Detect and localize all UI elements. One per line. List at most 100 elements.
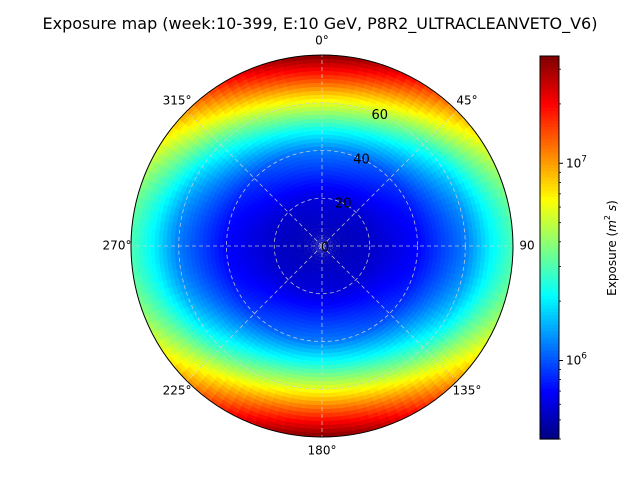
heatmap-cell (480, 288, 489, 300)
heatmap-cell (318, 261, 321, 267)
heatmap-cell (445, 238, 450, 247)
heatmap-cell (476, 228, 482, 239)
heatmap-cell (496, 226, 502, 238)
heatmap-cell (415, 224, 421, 232)
heatmap-cell (333, 319, 340, 326)
heatmap-cell (395, 408, 409, 418)
heatmap-cell (404, 254, 410, 261)
heatmap-cell (474, 185, 482, 197)
heatmap-cell (329, 78, 341, 84)
heatmap-cell (349, 250, 355, 253)
heatmap-cell (365, 240, 371, 244)
heatmap-cell (375, 74, 388, 83)
heatmap-cell (321, 313, 327, 319)
heatmap-cell (385, 409, 398, 418)
heatmap-cell (372, 401, 385, 410)
heatmap-cell (307, 368, 317, 374)
heatmap-cell (321, 66, 333, 72)
heatmap-cell (321, 337, 328, 343)
heatmap-cell (314, 373, 323, 378)
heatmap-cell (373, 236, 379, 241)
heatmap-cell (406, 407, 419, 418)
heatmap-cell (360, 389, 371, 397)
heatmap-cell (321, 126, 329, 131)
heatmap-cell (492, 312, 502, 325)
heatmap-cell (450, 280, 458, 290)
heatmap-cell (327, 360, 336, 366)
heatmap-cell (365, 408, 378, 416)
heatmap-cell (341, 229, 346, 234)
heatmap-cell (377, 239, 383, 244)
heatmap-cell (397, 412, 410, 422)
heatmap-cell (386, 412, 400, 422)
heatmap-cell (317, 261, 320, 267)
heatmap-cell (305, 388, 316, 394)
heatmap-cell (333, 241, 339, 244)
heatmap-cell (341, 264, 347, 270)
heatmap-cell (316, 265, 319, 271)
heatmap-cell (304, 348, 312, 354)
heatmap-cell (330, 416, 342, 422)
heatmap-cell (468, 252, 474, 263)
heatmap-cell (334, 203, 339, 209)
heatmap-cell (334, 278, 339, 284)
heatmap-cell (350, 258, 356, 263)
heatmap-cell (326, 269, 330, 274)
heatmap-cell (315, 273, 318, 279)
heatmap-cell (457, 245, 462, 255)
heatmap-cell (321, 137, 329, 143)
heatmap-cell (388, 230, 394, 236)
heatmap-cell (341, 222, 347, 228)
heatmap-cell (344, 261, 350, 266)
heatmap-cell (452, 185, 461, 196)
heatmap-cell (339, 233, 344, 238)
heatmap-cell (315, 361, 323, 366)
heatmap-cell (329, 227, 333, 233)
heatmap-cell (319, 253, 322, 259)
heatmap-cell (315, 353, 323, 359)
heatmap-cell (500, 245, 506, 257)
heatmap-cell (328, 255, 332, 260)
heatmap-cell (499, 293, 508, 307)
heatmap-cell (321, 408, 332, 414)
heatmap-cell (353, 227, 359, 232)
heatmap-cell (333, 248, 339, 251)
heatmap-cell (364, 375, 375, 384)
heatmap-cell (478, 140, 489, 154)
heatmap-cell (395, 74, 409, 84)
heatmap-cell (340, 238, 346, 241)
heatmap-cell (461, 245, 466, 255)
heatmap-cell (435, 257, 442, 266)
heatmap-cell (366, 72, 379, 80)
heatmap-cell (337, 247, 343, 250)
heatmap-cell (318, 301, 323, 307)
heatmap-cell (477, 306, 487, 319)
heatmap-cell (357, 243, 363, 247)
heatmap-cell (271, 426, 285, 434)
heatmap-cell (311, 424, 323, 430)
heatmap-cell (341, 230, 347, 235)
heatmap-cell (488, 236, 494, 247)
heatmap-cell (339, 266, 344, 272)
heatmap-cell (332, 239, 338, 242)
heatmap-cell (330, 215, 334, 221)
heatmap-cell (244, 412, 258, 422)
heatmap-cell (317, 253, 320, 258)
heatmap-cell (303, 408, 315, 414)
heatmap-cell (380, 235, 386, 241)
heatmap-cell (375, 409, 388, 418)
heatmap-cell (454, 281, 462, 292)
heatmap-cell (326, 142, 334, 148)
heatmap-cell (326, 344, 334, 350)
heatmap-cell (329, 214, 333, 220)
heatmap-cell (351, 257, 357, 261)
heatmap-cell (315, 301, 320, 307)
heatmap-cell (333, 231, 338, 236)
heatmap-cell (325, 230, 328, 235)
heatmap-cell (487, 199, 495, 212)
heatmap-cell (336, 147, 344, 153)
heatmap-cell (265, 386, 277, 395)
heatmap-cell (323, 249, 327, 254)
heatmap-cell (302, 359, 311, 366)
heatmap-cell (393, 249, 399, 255)
